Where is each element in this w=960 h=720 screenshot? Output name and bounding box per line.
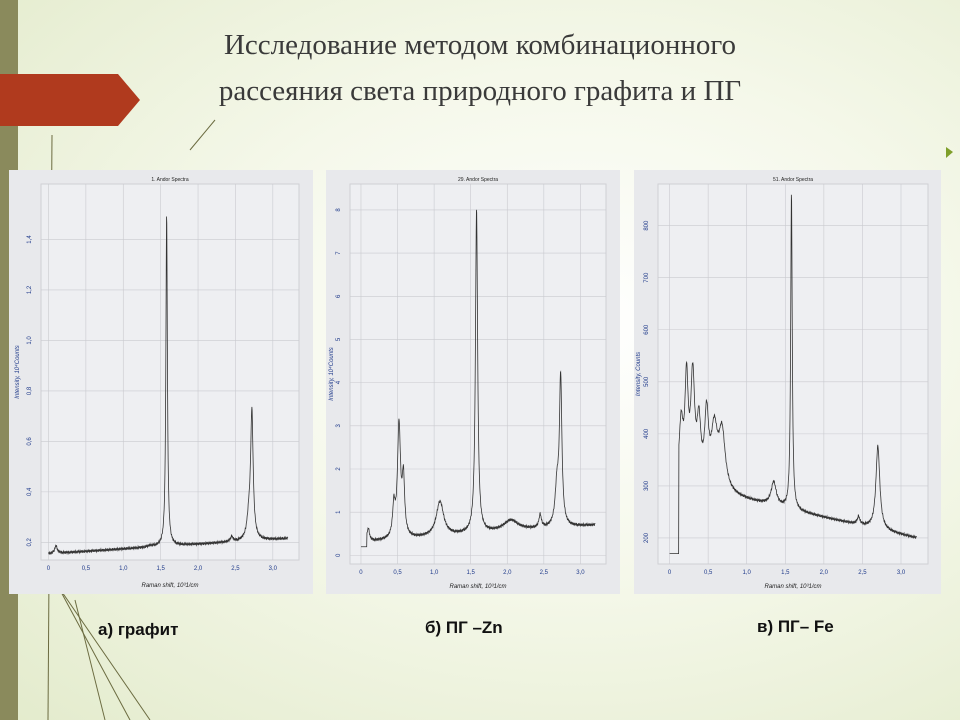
x-tick-label: 2,5 [540,570,549,576]
y-tick-label: 0,2 [27,538,33,547]
y-tick-label: 300 [644,480,650,491]
caption-graphite: а) графит [98,620,179,639]
x-tick-label: 2,0 [820,570,829,576]
title-line-1: Исследование методом комбинационного [223,29,737,61]
y-tick-label: 1,4 [27,235,33,244]
x-tick-label: 1,0 [119,566,128,572]
x-tick-label: 0,5 [393,570,402,576]
x-tick-label: 2,0 [503,570,512,576]
chart-title: 51. Andor Spectra [773,177,813,183]
x-tick-label: 1,0 [743,570,752,576]
y-tick-label: 3 [336,423,342,427]
spectrum-trace [669,194,917,554]
decor-line [74,599,106,720]
y-tick-label: 0 [336,553,342,557]
y-axis-label: Intensity, 10⁴Counts [328,347,335,401]
x-tick-label: 3,0 [897,570,906,576]
y-tick-label: 600 [644,324,650,335]
y-tick-label: 700 [644,272,650,283]
caption-pg-fe: в) ПГ– Fe [757,617,834,636]
y-axis-label: Intensity, 10⁴Counts [14,345,21,399]
x-tick-label: 1,5 [781,570,790,576]
y-tick-label: 7 [336,251,342,255]
slide-title: Исследование методом комбинационного рас… [80,22,880,114]
x-tick-label: 2,5 [858,570,867,576]
x-tick-label: 1,5 [156,566,165,572]
y-tick-label: 1 [336,510,342,514]
x-tick-label: 0 [359,570,363,576]
right-triangle-icon [946,147,953,158]
y-tick-label: 4 [336,380,342,384]
chart-title: 1. Andor Spectra [151,177,188,183]
y-tick-label: 8 [336,208,342,212]
y-tick-label: 6 [336,294,342,298]
x-axis-label: Raman shift, 10³1/cm [449,584,506,590]
y-tick-label: 5 [336,337,342,341]
y-axis-label: Intensity, Counts [636,352,642,396]
x-tick-label: 0 [47,566,51,572]
x-tick-label: 0,5 [82,566,91,572]
plot-area [40,183,300,561]
x-tick-label: 2,0 [194,566,203,572]
y-tick-label: 500 [644,376,650,387]
spectrum-trace [360,209,596,548]
x-tick-label: 3,0 [269,566,278,572]
raman-chart-graphite: 1. Andor Spectra 0,2 0,4 0,6 0,8 1,0 1,2 1,4 0… [9,170,313,594]
caption-pg-zn: б) ПГ –Zn [425,618,503,637]
decor-line [189,119,216,151]
x-tick-label: 1,0 [430,570,439,576]
x-tick-label: 2,5 [231,566,240,572]
red-accent-tab [0,74,140,126]
plot-area [657,183,929,565]
y-tick-label: 200 [644,532,650,543]
raman-chart-pg-fe: 51. Andor Spectra 200300400500600700800 … [634,170,941,594]
chart-title: 29. Andor Spectra [458,177,498,183]
x-tick-label: 3,0 [576,570,585,576]
title-line-2: рассеяния света природного графита и ПГ [218,75,742,107]
raman-chart-pg-zn: 29. Andor Spectra 0 1 2 3 4 5 6 7 8 0 0,5 1,0 1,5 2,… [326,170,620,594]
y-tick-label: 1,0 [27,336,33,345]
y-tick-label: 2 [336,467,342,471]
decor-line [59,589,131,720]
x-axis-label: Raman shift, 10³1/cm [764,584,821,590]
y-tick-label: 400 [644,428,650,439]
spectrum-trace [48,216,289,556]
y-tick-label: 800 [644,220,650,231]
y-tick-label: 0,6 [27,437,33,446]
y-tick-label: 1,2 [27,285,33,294]
y-tick-label: 0,8 [27,386,33,395]
x-tick-label: 0,5 [704,570,713,576]
x-tick-label: 0 [668,570,672,576]
y-tick-label: 0,4 [27,487,33,496]
x-axis-label: Raman shift, 10³1/cm [141,583,198,589]
x-tick-label: 1,5 [467,570,476,576]
